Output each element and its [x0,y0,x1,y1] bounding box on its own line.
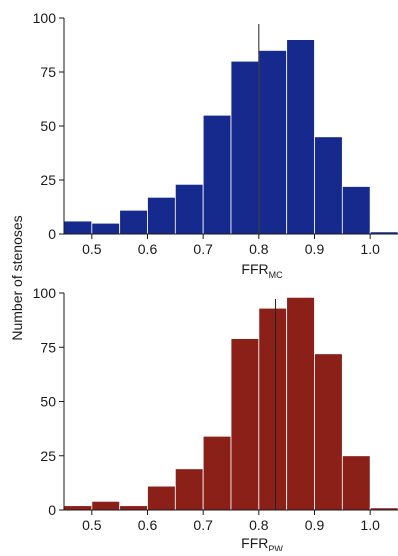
histogram-bar [147,485,176,511]
histogram-panel-pw: 0 25 50 75 100 0.5 0.6 0.7 0.8 0.9 1.0 FFRPW [33,285,398,554]
y-tick-label: 100 [33,10,57,26]
histogram-bar [147,196,176,235]
histogram-bar [230,60,260,235]
x-axis-label-main: FFR [241,535,268,551]
histogram-bar [119,505,148,511]
x-tick-label: 1.0 [360,241,380,257]
x-tick-label: 0.7 [193,517,213,533]
histogram-bar [63,220,93,235]
histogram-bar [341,455,371,511]
histogram-bar [202,114,232,235]
x-tick-label: 0.5 [82,241,102,257]
histogram-bar [230,338,260,511]
x-tick-label: 0.7 [193,241,213,257]
x-tick-label: 1.0 [360,517,380,533]
x-tick-label: 0.8 [249,517,269,533]
y-tick-label: 25 [40,448,56,464]
histogram-bar [286,39,315,235]
y-tick-label: 50 [40,394,56,410]
histogram-bar [258,307,288,511]
y-tick-label: 0 [48,502,56,518]
histogram-bar [258,50,288,235]
x-axis-label-subscript: MC [269,270,283,280]
x-tick-label: 0.5 [82,517,102,533]
histogram-bar [91,222,121,235]
histogram-panel-mc: 0 25 50 75 100 0.5 0.6 0.7 0.8 0.9 1.0 FFRMC [33,10,398,280]
y-tick-label: 0 [48,226,56,242]
x-tick-label: 0.9 [305,517,325,533]
x-axis-label-main: FFR [241,261,268,277]
histogram-bar [91,500,121,511]
histogram-bar [286,296,315,511]
x-axis-label: FFRMC [241,261,283,280]
y-tick-label: 75 [40,339,56,355]
y-tick-label: 50 [40,118,56,134]
x-tick-label: 0.6 [138,517,158,533]
histogram-bar [119,209,148,235]
histogram-bar [174,468,204,511]
histogram-bar [341,186,371,235]
histogram-bar [314,136,343,235]
x-axis-label-subscript: PW [268,544,283,551]
y-tick-label: 100 [33,285,57,301]
x-tick-label: 0.6 [138,241,158,257]
histogram-bar [174,183,204,235]
histogram-bar [63,505,93,511]
y-axis-label: Number of stenoses [9,215,25,340]
histogram-bar [314,353,343,511]
histogram-bar [202,435,232,511]
x-tick-label: 0.8 [249,241,269,257]
y-tick-label: 25 [40,172,56,188]
x-tick-label: 0.9 [305,241,325,257]
x-axis-label: FFRPW [241,535,283,551]
y-tick-label: 75 [40,64,56,80]
